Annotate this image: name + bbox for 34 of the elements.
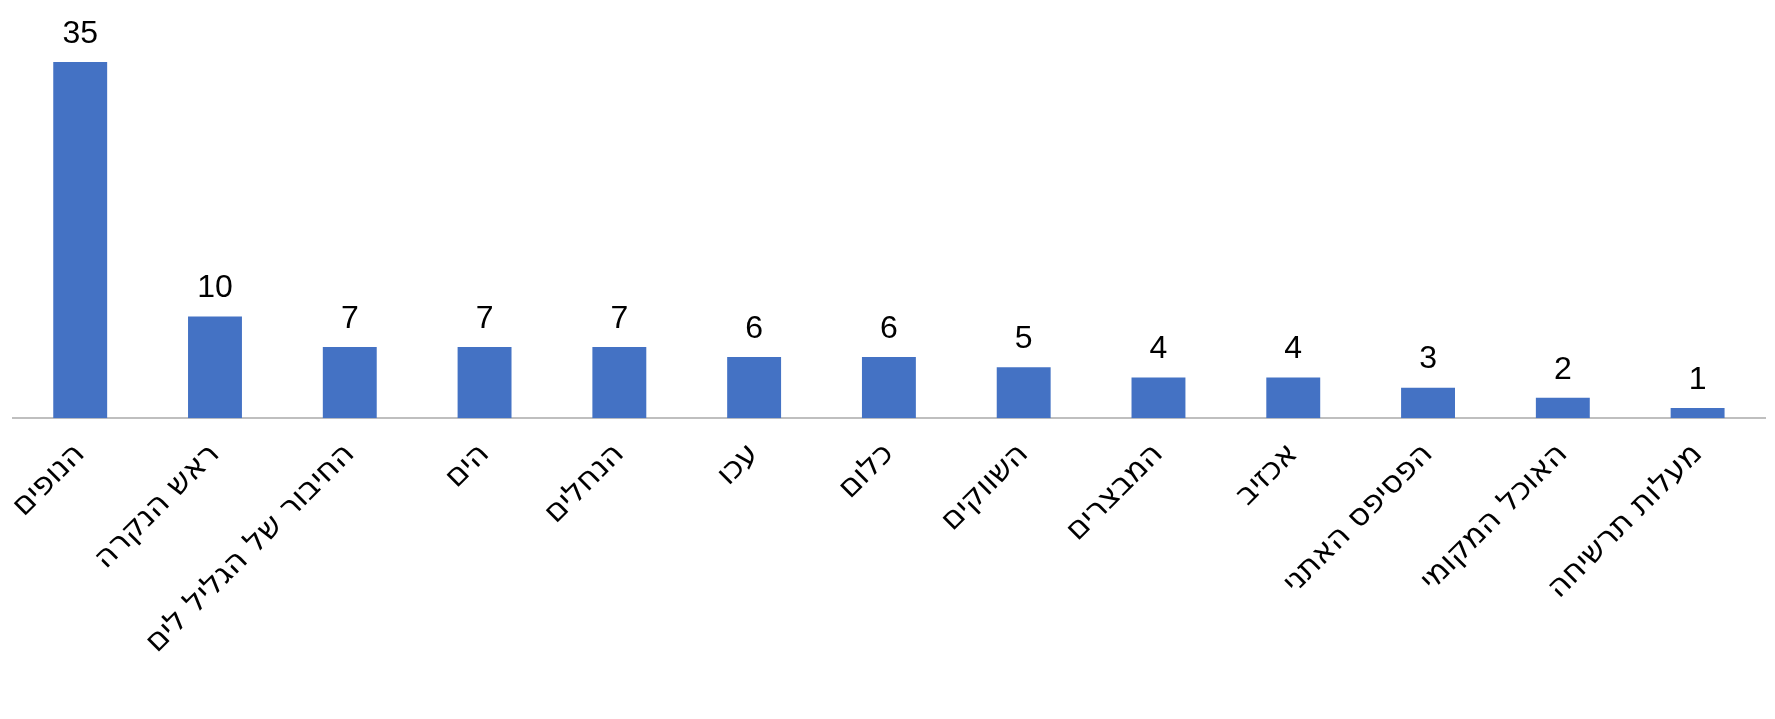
bar bbox=[188, 316, 242, 419]
bar bbox=[322, 346, 377, 419]
bar bbox=[53, 62, 108, 419]
data-label: 1 bbox=[1688, 359, 1707, 396]
x-tick-label: הנחלים bbox=[535, 434, 630, 530]
bar bbox=[1401, 387, 1455, 419]
data-label: 10 bbox=[197, 268, 233, 305]
bar bbox=[592, 346, 647, 419]
data-label: 6 bbox=[880, 308, 898, 345]
x-tick-label: המבצרים bbox=[1056, 434, 1170, 547]
bar bbox=[1266, 377, 1321, 419]
x-tick-label: עכו bbox=[708, 434, 765, 492]
bar bbox=[1670, 407, 1725, 419]
data-label: 3 bbox=[1419, 339, 1437, 376]
bar bbox=[457, 346, 512, 419]
data-label: 4 bbox=[1284, 329, 1303, 366]
data-label: 6 bbox=[745, 308, 764, 345]
bar bbox=[861, 357, 916, 419]
x-tick-label: הים bbox=[435, 434, 496, 494]
data-label: 2 bbox=[1553, 349, 1572, 386]
data-label: 7 bbox=[340, 298, 359, 335]
x-tick-label: השווקים bbox=[932, 434, 1035, 537]
data-label: 4 bbox=[1149, 329, 1168, 366]
data-label: 35 bbox=[62, 13, 98, 50]
bar bbox=[727, 357, 782, 419]
bar bbox=[996, 367, 1051, 419]
data-label: 7 bbox=[610, 298, 629, 335]
bar bbox=[1535, 397, 1590, 419]
x-tick-label: כלום bbox=[829, 434, 900, 505]
x-tick-label: הנופים bbox=[3, 434, 91, 523]
data-label: 7 bbox=[475, 298, 494, 335]
x-tick-label: אכזיב bbox=[1227, 434, 1304, 512]
bar bbox=[1131, 377, 1186, 419]
data-label: 5 bbox=[1014, 319, 1033, 356]
